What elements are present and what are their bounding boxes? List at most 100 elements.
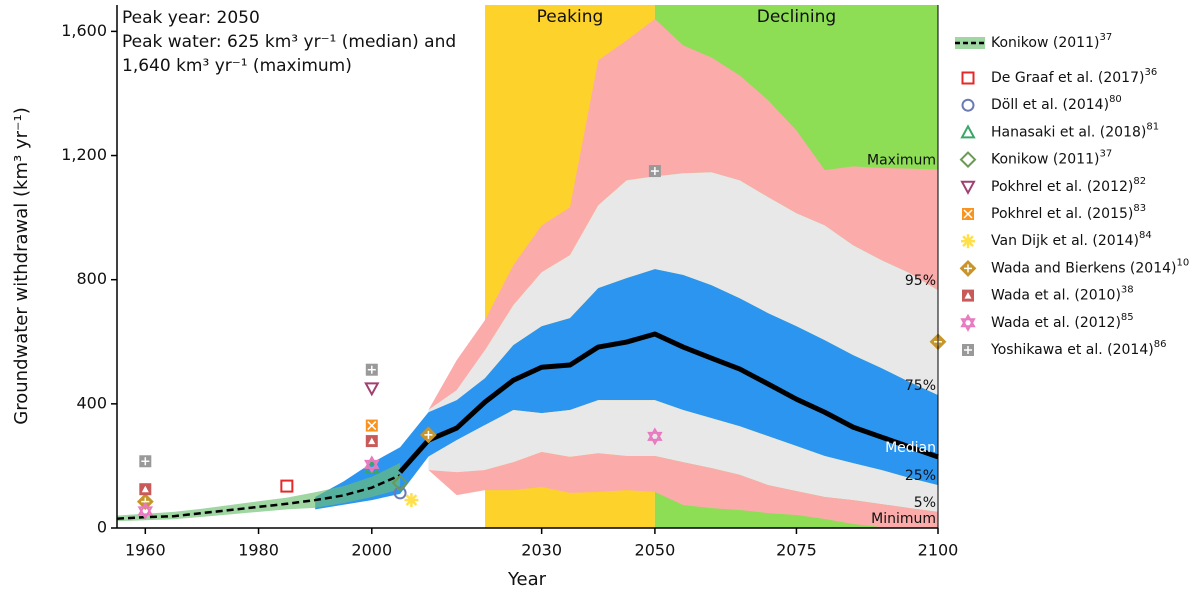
marker <box>365 435 378 448</box>
marker-shape <box>364 455 380 469</box>
band-area <box>428 451 938 528</box>
annotation: 1,640 km³ yr⁻¹ (maximum) <box>122 56 352 76</box>
legend-ref: 81 <box>1146 121 1159 132</box>
x-tick-label: 2100 <box>918 541 959 560</box>
legend-label: Konikow (2011)37 <box>991 32 1112 51</box>
marker-shape <box>960 124 976 139</box>
legend-label: Konikow (2011)37 <box>991 149 1112 168</box>
marker-shape <box>647 427 663 441</box>
x-tick-label: 2030 <box>521 541 562 560</box>
legend-label: Döll et al. (2014)80 <box>991 94 1122 113</box>
marker <box>391 474 409 492</box>
marker <box>962 208 974 220</box>
marker <box>139 483 152 496</box>
annotation: Peak year: 2050 <box>122 8 260 28</box>
marker-shape <box>959 151 977 169</box>
legend-label: Wada et al. (2010)38 <box>991 285 1134 304</box>
phase-label: Peaking <box>537 7 604 27</box>
band-label: 95% <box>905 273 936 289</box>
band-area <box>428 18 938 411</box>
x-tick-label: 1960 <box>125 541 166 560</box>
legend-ref: 37 <box>1099 32 1112 43</box>
legend-name: Pokhrel et al. (2012) <box>991 179 1133 195</box>
marker-shape <box>280 479 294 493</box>
legend-label: De Graaf et al. (2017)36 <box>991 67 1157 86</box>
band-label: Maximum <box>867 153 936 169</box>
x-tick-label: 2000 <box>351 541 392 560</box>
marker <box>960 124 976 139</box>
legend-name: De Graaf et al. (2017) <box>991 70 1144 86</box>
marker-shape <box>961 98 975 112</box>
marker <box>647 427 663 446</box>
band-label: Minimum <box>871 511 936 527</box>
legend-ref: 83 <box>1133 203 1146 214</box>
marker <box>959 259 977 277</box>
konikow-line <box>116 474 401 520</box>
marker <box>962 289 974 302</box>
marker-shape <box>368 437 376 445</box>
y-tick-label: 0 <box>97 518 107 537</box>
band-label: 5% <box>914 495 936 511</box>
marker <box>364 382 380 397</box>
marker <box>136 493 154 511</box>
legend-label: Yoshikawa et al. (2014)86 <box>990 339 1166 358</box>
marker <box>365 363 378 376</box>
legend-name: Yoshikawa et al. (2014) <box>990 342 1154 358</box>
band-label: Median <box>885 440 936 456</box>
y-tick-label: 1,200 <box>61 145 107 164</box>
marker-shape <box>960 180 976 195</box>
marker <box>962 344 974 356</box>
marker <box>961 71 975 85</box>
y-tick-label: 400 <box>76 393 107 412</box>
legend-ref: 10 <box>1177 257 1190 268</box>
marker <box>419 426 437 444</box>
legend-label: Hanasaki et al. (2018)81 <box>991 121 1159 140</box>
marker <box>404 493 419 508</box>
marker <box>648 165 661 178</box>
marker-shape <box>405 494 418 506</box>
band-area <box>428 172 938 413</box>
legend-ref: 38 <box>1121 285 1134 296</box>
legend-name: Wada et al. (2012) <box>991 315 1121 331</box>
median-line <box>398 331 939 474</box>
marker <box>393 486 407 500</box>
legend-ref: 85 <box>1121 312 1134 323</box>
marker-shape <box>367 421 377 431</box>
legend-ref: 84 <box>1139 230 1152 241</box>
legend-label: Pokhrel et al. (2012)82 <box>991 176 1146 195</box>
legend-name: Wada and Bierkens (2014) <box>991 260 1177 276</box>
marker <box>364 455 380 474</box>
marker-shape <box>960 318 976 332</box>
legend-ref: 37 <box>1099 149 1112 160</box>
marker <box>960 313 976 332</box>
marker <box>139 455 152 468</box>
marker <box>365 419 378 432</box>
marker-shape <box>364 382 380 397</box>
marker-shape <box>960 313 976 328</box>
x-tick-label: 2075 <box>776 541 817 560</box>
x-tick-label: 1980 <box>238 541 279 560</box>
band-area <box>428 400 938 512</box>
marker <box>961 234 975 249</box>
legend-ref: 82 <box>1133 176 1146 187</box>
legend-name: Van Dijk et al. (2014) <box>991 233 1139 249</box>
x-tick-label: 2050 <box>635 541 676 560</box>
marker <box>137 501 154 520</box>
marker-shape <box>964 292 972 299</box>
marker <box>959 151 977 169</box>
legend-name: Konikow (2011) <box>991 35 1099 51</box>
legend-name: Hanasaki et al. (2018) <box>991 124 1146 140</box>
y-axis-label: Groundwater withdrawal (km³ yr⁻¹) <box>11 107 32 424</box>
band-area <box>315 269 938 510</box>
marker-shape <box>961 71 975 85</box>
legend-label: Wada et al. (2012)85 <box>991 312 1134 331</box>
marker-shape <box>137 501 154 516</box>
legend-name: Wada et al. (2010) <box>991 288 1121 304</box>
legend-label: Van Dijk et al. (2014)84 <box>991 230 1152 249</box>
marker-shape <box>962 235 974 248</box>
legend-ref: 36 <box>1144 67 1157 78</box>
band-label: 75% <box>905 378 936 394</box>
phase-label: Declining <box>757 7 836 27</box>
y-tick-label: 800 <box>76 269 107 288</box>
